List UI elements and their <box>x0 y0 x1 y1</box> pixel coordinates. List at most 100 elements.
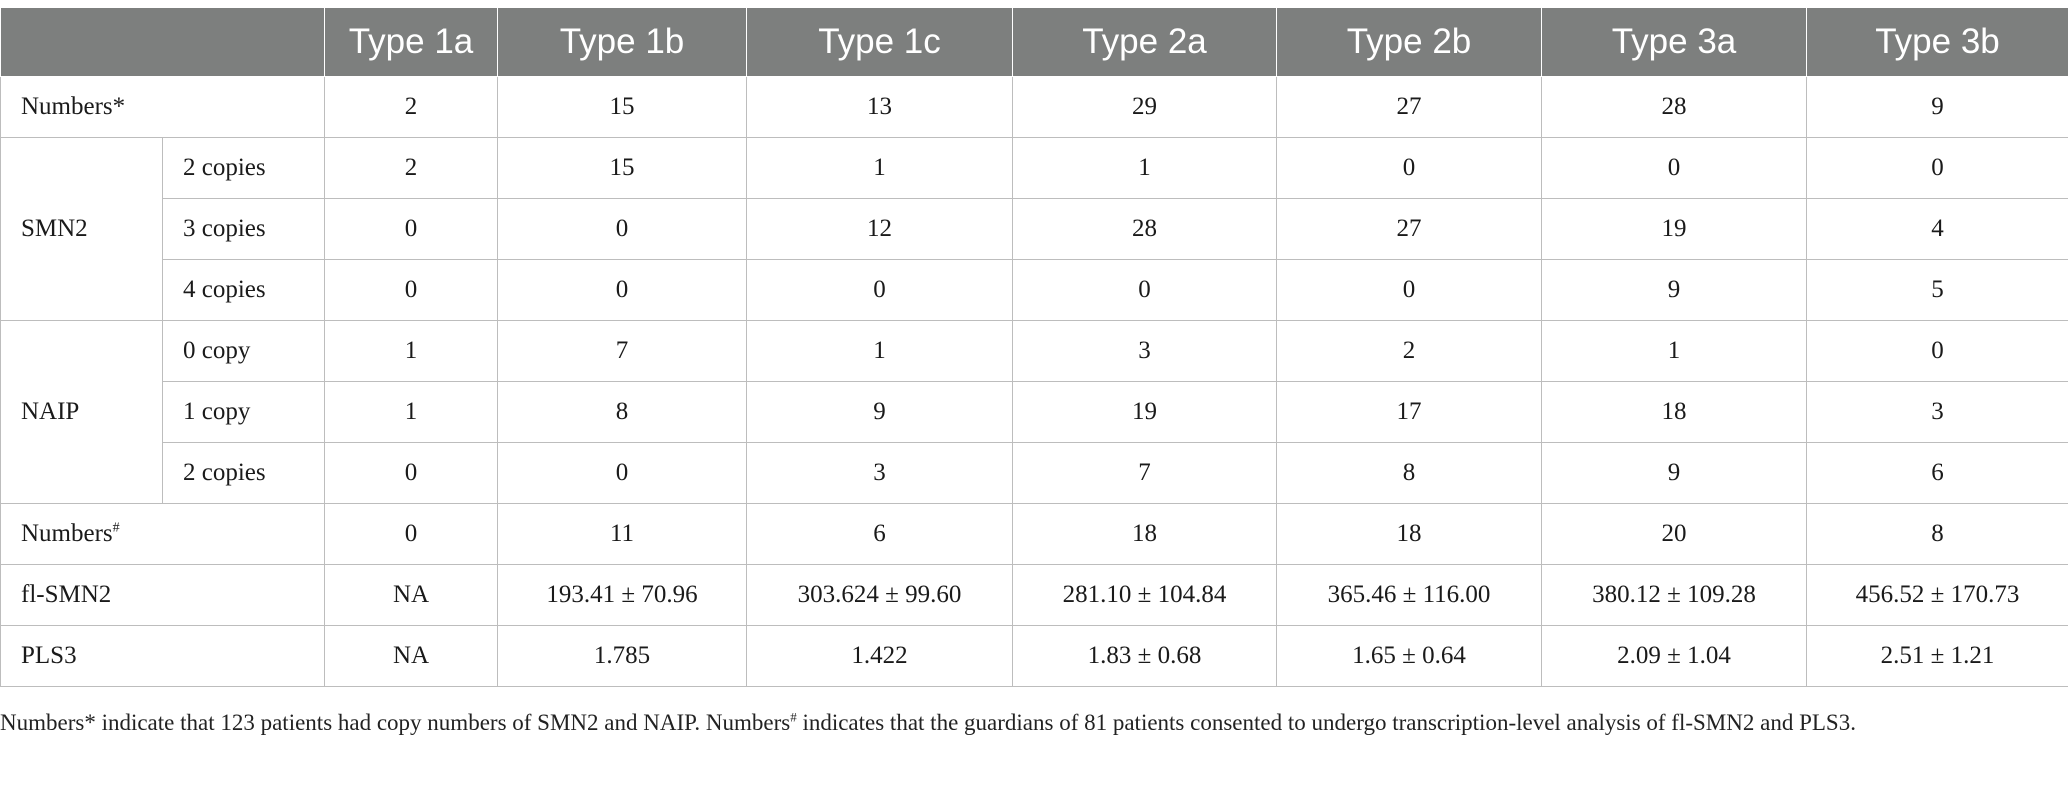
table-cell: 15 <box>497 137 747 199</box>
row-label: Numbers* <box>0 76 325 138</box>
table-cell: 0 <box>497 259 747 321</box>
table-cell: 0 <box>1806 137 2068 199</box>
table-cell: 380.12 ± 109.28 <box>1541 564 1807 626</box>
table-cell: 1 <box>324 381 498 443</box>
data-table: Type 1a Type 1b Type 1c Type 2a Type 2b … <box>0 8 2068 687</box>
table-cell: 27 <box>1276 198 1542 260</box>
table-cell: 0 <box>1276 137 1542 199</box>
table-cell: 6 <box>1806 442 2068 504</box>
table-cell: 19 <box>1541 198 1807 260</box>
table-row: fl-SMN2 NA 193.41 ± 70.96 303.624 ± 99.6… <box>0 564 2068 626</box>
table-cell: 0 <box>497 198 747 260</box>
row-sublabel: 1 copy <box>162 381 325 443</box>
table-cell: 17 <box>1276 381 1542 443</box>
table-cell: 1.785 <box>497 625 747 687</box>
header-row: Type 1a Type 1b Type 1c Type 2a Type 2b … <box>0 8 2068 77</box>
footnote-hash-mark: # <box>790 709 797 725</box>
col-header: Type 2b <box>1276 8 1542 77</box>
row-label-text: Numbers <box>21 520 113 547</box>
table-cell: 0 <box>324 198 498 260</box>
table-cell: 3 <box>746 442 1013 504</box>
table-row: 4 copies 0 0 0 0 0 9 5 <box>1 259 2068 321</box>
hash-mark: # <box>112 520 120 536</box>
table-cell: 28 <box>1012 198 1277 260</box>
row-label: Numbers# <box>0 503 325 565</box>
table-cell: 0 <box>746 259 1013 321</box>
table-cell: 1 <box>1541 320 1807 382</box>
table-cell: 29 <box>1012 76 1277 138</box>
footnote-text-1: Numbers* indicate that 123 patients had … <box>0 710 791 735</box>
table-cell: 0 <box>324 442 498 504</box>
table-cell: 0 <box>1806 320 2068 382</box>
row-label: PLS3 <box>0 625 325 687</box>
table-cell: 365.46 ± 116.00 <box>1276 564 1542 626</box>
table-cell: 3 <box>1806 381 2068 443</box>
row-sublabel: 2 copies <box>162 137 325 199</box>
table-cell: 7 <box>497 320 747 382</box>
table-cell: 1 <box>746 320 1013 382</box>
table-cell: 28 <box>1541 76 1807 138</box>
table-cell: 6 <box>746 503 1013 565</box>
table-cell: 18 <box>1541 381 1807 443</box>
col-header: Type 3b <box>1806 8 2068 77</box>
table-cell: 2 <box>324 76 498 138</box>
table-cell: 0 <box>324 259 498 321</box>
table-cell: 303.624 ± 99.60 <box>746 564 1013 626</box>
col-header: Type 3a <box>1541 8 1807 77</box>
table-cell: 0 <box>324 503 498 565</box>
table-row: Numbers* 2 15 13 29 27 28 9 <box>0 76 2068 138</box>
table-row: NAIP 0 copy 1 7 1 3 2 1 0 <box>0 320 2068 504</box>
table-cell: 9 <box>1541 442 1807 504</box>
table-cell: 3 <box>1012 320 1277 382</box>
table-cell: 9 <box>746 381 1013 443</box>
table-cell: 11 <box>497 503 747 565</box>
table-row: 2 copies 0 0 3 7 8 9 6 <box>1 442 2068 504</box>
table-row: 3 copies 0 0 12 28 27 19 4 <box>1 198 2068 260</box>
table-cell: 8 <box>1276 442 1542 504</box>
table-cell: 0 <box>1276 259 1542 321</box>
table-cell: 0 <box>1012 259 1277 321</box>
table-cell: 1 <box>1012 137 1277 199</box>
table-row: PLS3 NA 1.785 1.422 1.83 ± 0.68 1.65 ± 0… <box>0 625 2068 687</box>
col-header: Type 1a <box>324 8 498 77</box>
table-cell: 2 <box>324 137 498 199</box>
table-cell: 193.41 ± 70.96 <box>497 564 747 626</box>
row-sublabel: 4 copies <box>162 259 325 321</box>
table-cell: 2 <box>1276 320 1542 382</box>
group-label-naip: NAIP <box>0 320 163 504</box>
table-cell: 5 <box>1806 259 2068 321</box>
table-cell: NA <box>324 625 498 687</box>
table-cell: 1 <box>746 137 1013 199</box>
header-corner <box>0 8 325 77</box>
table-cell: 19 <box>1012 381 1277 443</box>
row-sublabel: 2 copies <box>162 442 325 504</box>
table-cell: 0 <box>1541 137 1807 199</box>
table-cell: 1 <box>324 320 498 382</box>
table-row: Numbers# 0 11 6 18 18 20 8 <box>0 503 2068 565</box>
table-cell: 456.52 ± 170.73 <box>1806 564 2068 626</box>
table-cell: 1.83 ± 0.68 <box>1012 625 1277 687</box>
col-header: Type 1b <box>497 8 747 77</box>
table-cell: 18 <box>1012 503 1277 565</box>
table-cell: 27 <box>1276 76 1542 138</box>
table-cell: 9 <box>1806 76 2068 138</box>
table-cell: 8 <box>497 381 747 443</box>
table-cell: 8 <box>1806 503 2068 565</box>
table-row: SMN2 2 copies 2 15 1 1 0 0 0 <box>0 137 2068 321</box>
table-cell: 18 <box>1276 503 1542 565</box>
footnote-text-2: indicates that the guardians of 81 patie… <box>796 710 1856 735</box>
table-row: 1 copy 1 8 9 19 17 18 3 <box>1 381 2068 443</box>
table-cell: 9 <box>1541 259 1807 321</box>
row-label: fl-SMN2 <box>0 564 325 626</box>
col-header: Type 1c <box>746 8 1013 77</box>
table-cell: 12 <box>746 198 1013 260</box>
table-cell: 2.51 ± 1.21 <box>1806 625 2068 687</box>
row-sublabel: 3 copies <box>162 198 325 260</box>
table-cell: 1.422 <box>746 625 1013 687</box>
table-cell: 20 <box>1541 503 1807 565</box>
table-cell: 15 <box>497 76 747 138</box>
table-cell: 4 <box>1806 198 2068 260</box>
table-cell: NA <box>324 564 498 626</box>
row-sublabel: 0 copy <box>162 320 325 382</box>
table-cell: 13 <box>746 76 1013 138</box>
